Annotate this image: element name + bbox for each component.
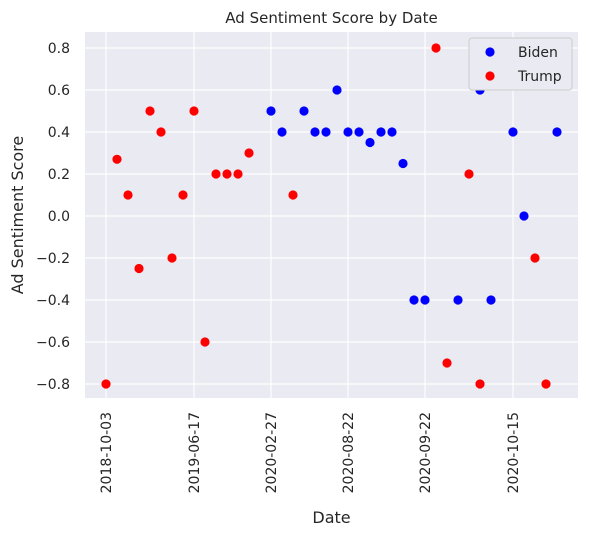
biden-point	[508, 127, 518, 137]
x-axis-label: Date	[312, 508, 350, 527]
legend-label: Biden	[518, 45, 558, 61]
trump-point	[288, 190, 298, 200]
biden-point	[519, 211, 529, 221]
y-tick-label: 0.4	[48, 125, 70, 141]
trump-point	[530, 253, 540, 263]
y-tick-label: −0.4	[36, 293, 70, 309]
x-axis-ticks: 2018-10-03 2019-06-17 2020-02-27 2020-08-22…	[99, 412, 522, 493]
biden-point	[409, 295, 419, 305]
y-tick-label: −0.6	[36, 335, 70, 351]
trump-point	[222, 169, 232, 179]
legend-marker	[485, 47, 495, 57]
biden-point	[299, 106, 309, 116]
trump-point	[431, 43, 441, 53]
data-points	[101, 43, 562, 389]
biden-point	[266, 106, 276, 116]
trump-point	[156, 127, 166, 137]
y-tick-label: 0.6	[48, 83, 70, 99]
trump-point	[101, 379, 111, 389]
trump-point	[123, 190, 133, 200]
trump-point	[178, 190, 188, 200]
biden-point	[332, 85, 342, 95]
y-axis-label: Ad Sentiment Score	[8, 136, 27, 295]
trump-point	[189, 106, 199, 116]
legend-label: Trump	[517, 69, 562, 85]
biden-point	[321, 127, 331, 137]
legend: Biden Trump	[468, 37, 573, 91]
biden-point	[420, 295, 430, 305]
trump-point	[464, 169, 474, 179]
x-tick-label: 2018-10-03	[99, 412, 115, 493]
y-tick-label: 0.8	[48, 41, 70, 57]
trump-point	[541, 379, 551, 389]
biden-point	[486, 295, 496, 305]
chart-title: Ad Sentiment Score by Date	[225, 9, 437, 27]
y-tick-label: 0.2	[48, 167, 70, 183]
biden-point	[387, 127, 397, 137]
trump-point	[200, 337, 210, 347]
trump-point	[167, 253, 177, 263]
biden-point	[354, 127, 364, 137]
biden-point	[277, 127, 287, 137]
trump-point	[244, 148, 254, 158]
x-tick-label: 2020-02-27	[264, 412, 280, 493]
trump-point	[145, 106, 155, 116]
biden-point	[552, 127, 562, 137]
trump-point	[112, 154, 122, 164]
biden-point	[365, 137, 375, 148]
trump-point	[211, 169, 221, 179]
biden-point	[376, 127, 386, 137]
y-tick-label: 0.0	[48, 209, 70, 225]
y-axis-ticks: 0.8 0.6 0.4 0.2 0.0 −0.2 −0.4 −0.6 −0.8	[36, 41, 70, 393]
trump-point	[475, 379, 485, 389]
plot-area	[85, 32, 578, 398]
trump-point	[442, 358, 452, 368]
x-tick-label: 2019-06-17	[187, 412, 203, 493]
x-tick-label: 2020-08-22	[341, 412, 357, 493]
biden-point	[453, 295, 463, 305]
biden-point	[310, 127, 320, 137]
trump-point	[134, 263, 144, 274]
x-tick-label: 2020-10-15	[506, 412, 522, 493]
x-tick-label: 2020-09-22	[418, 412, 434, 493]
y-tick-label: −0.2	[36, 251, 70, 267]
grid-lines	[85, 32, 578, 398]
y-tick-label: −0.8	[36, 377, 70, 393]
biden-point	[398, 158, 408, 169]
legend-box	[468, 37, 573, 91]
biden-point	[343, 127, 353, 137]
trump-point	[233, 169, 243, 179]
legend-marker	[485, 71, 495, 81]
